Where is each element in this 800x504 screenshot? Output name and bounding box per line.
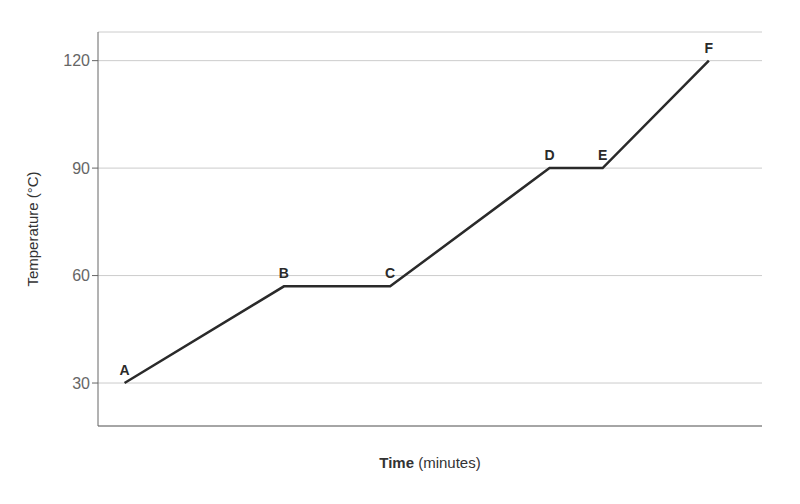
svg-text:90: 90 [72, 160, 90, 177]
svg-text:F: F [705, 40, 714, 56]
svg-text:30: 30 [72, 375, 90, 392]
svg-text:E: E [598, 147, 607, 163]
svg-text:Time (minutes): Time (minutes) [379, 454, 480, 471]
svg-text:D: D [544, 147, 554, 163]
svg-text:B: B [279, 265, 289, 281]
svg-text:Temperature (°C): Temperature (°C) [24, 171, 41, 286]
svg-text:C: C [385, 265, 395, 281]
svg-text:120: 120 [63, 52, 90, 69]
svg-text:60: 60 [72, 267, 90, 284]
svg-text:A: A [119, 362, 129, 378]
